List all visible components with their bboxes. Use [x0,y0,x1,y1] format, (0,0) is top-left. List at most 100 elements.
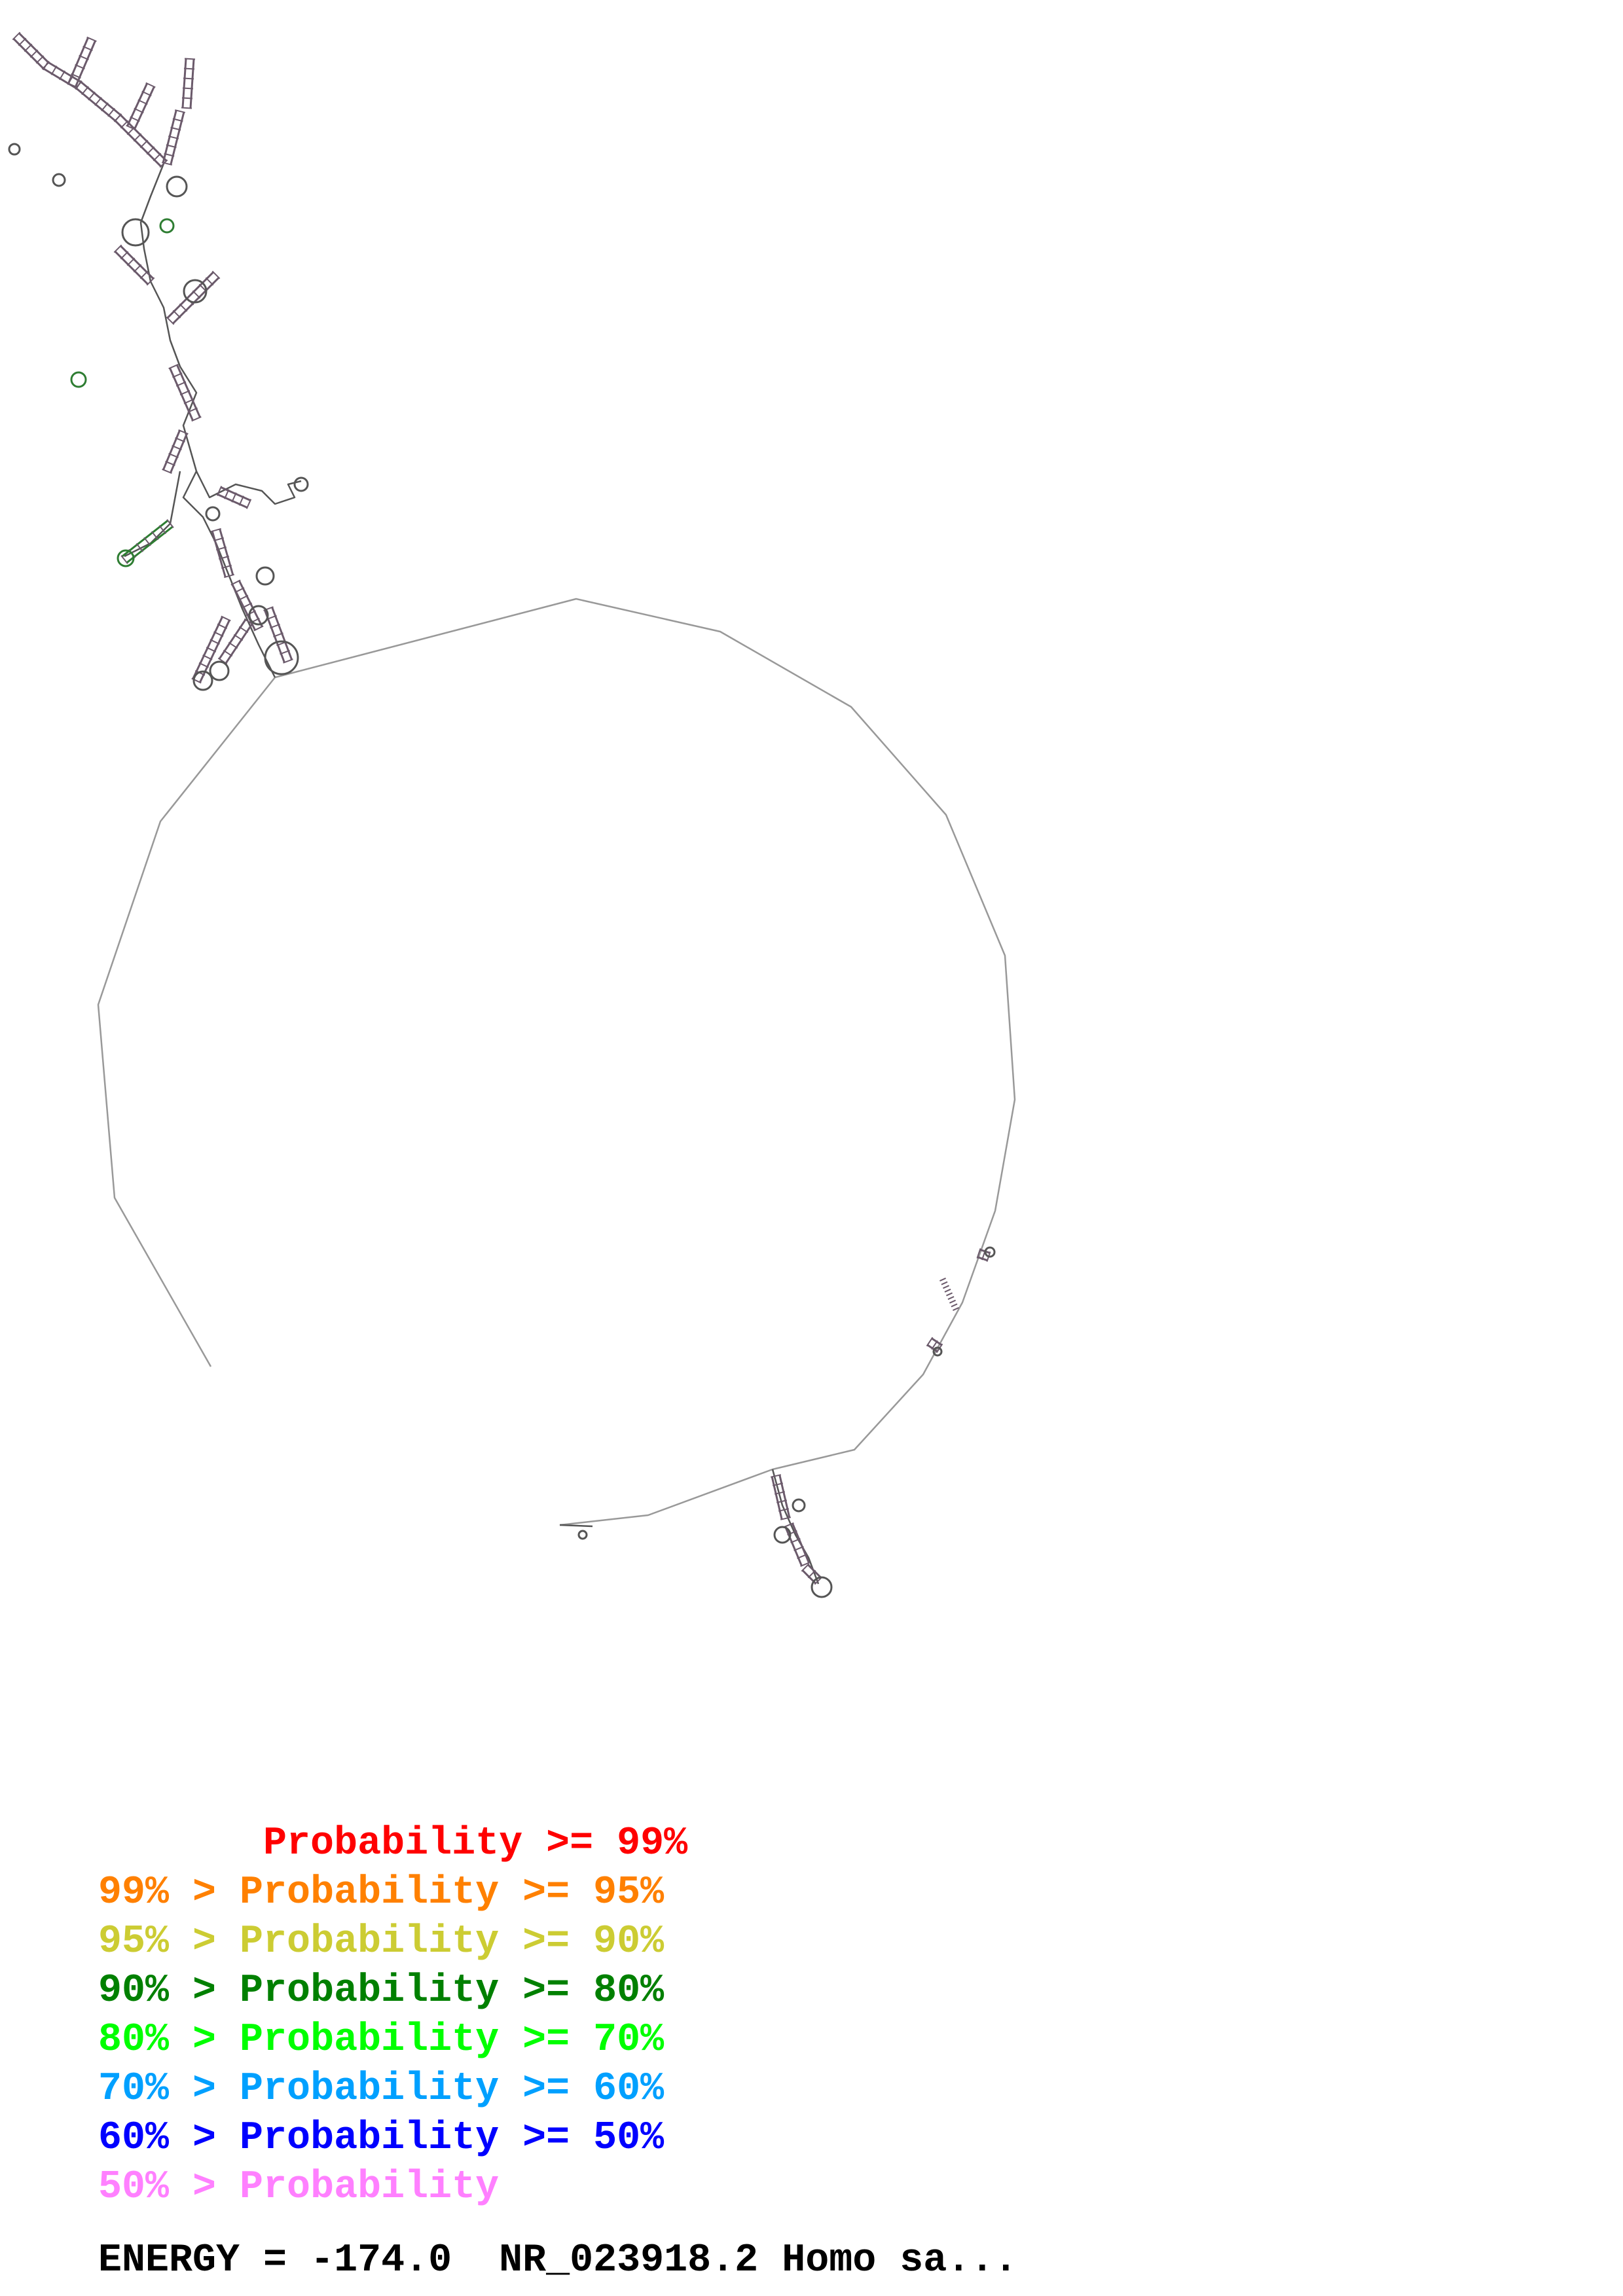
base-pair [219,555,229,560]
base-pair [246,499,252,509]
base-pair [161,162,173,166]
base-pair [944,1288,951,1293]
base-pair [130,116,140,122]
right-side-hairpins [926,1246,996,1357]
base-pair [283,658,293,664]
base-pair [191,416,202,422]
backbone-ring [97,598,1016,1526]
legend-row: 80% > Probability >= 70% [98,2016,687,2065]
hairpin-loop [166,175,188,198]
hairpin-loop [121,218,150,247]
base-pair [41,61,50,70]
base-pair [101,102,109,112]
helix-strand [189,59,195,109]
base-pair [238,495,244,506]
base-pair [230,579,241,586]
helix-strand [114,251,149,285]
base-pair [198,662,209,668]
base-pair [174,109,186,113]
base-pair [146,277,155,286]
base-pair [221,615,231,622]
legend-row: 60% > Probability >= 50% [98,2114,687,2163]
base-pair [774,1491,786,1495]
stem-backbone [559,1524,593,1528]
stem-backbone [182,470,302,678]
hairpin-loop [117,549,135,567]
base-pair [778,1508,790,1512]
base-pair [228,641,238,649]
base-pair [166,519,174,528]
rna-secondary-structure [8,31,1016,1598]
base-pair [202,655,213,660]
base-pair [213,537,224,542]
base-pair [133,264,142,273]
base-pair [946,1292,953,1297]
hairpin-loop [192,670,213,691]
helix-strand [218,619,247,660]
base-pair [126,124,136,131]
base-pair [181,107,192,109]
base-pair [183,67,195,70]
base-pair [158,525,167,535]
base-pair [35,55,45,64]
top-left-stem-loop-cluster [8,31,309,691]
base-pair [184,58,196,60]
helix-strand [12,38,44,69]
base-pair [223,649,233,657]
hairpin-loop [792,1498,806,1513]
base-pair [178,429,189,435]
hairpin-loop [209,660,230,681]
base-pair [59,70,65,81]
base-pair [238,594,249,601]
helix-strand [170,433,188,473]
helix-strand [162,430,181,471]
base-pair [939,1278,946,1282]
base-pair [206,647,217,653]
energy-value: -174.0 [310,2238,452,2283]
base-pair [976,1248,981,1259]
hairpin-loop [248,605,269,626]
backbone [274,598,1016,1526]
hairpin-loop [984,1246,996,1258]
base-pair [790,1538,801,1543]
base-pair [113,244,122,253]
base-pair [172,445,182,450]
base-pair [172,118,183,122]
legend-range-label: Probability [240,2165,500,2210]
legend-range-prefix: 95% > [98,1920,240,1964]
helix-strand [67,37,89,84]
helix-strand [771,1477,783,1520]
helix-strand [75,40,96,87]
legend-range-prefix: 60% > [98,2116,240,2161]
base-pair [943,1285,949,1289]
base-pair [120,120,129,129]
base-pair [213,631,224,637]
legend-range-label: Probability >= 60% [240,2067,665,2111]
base-pair [12,31,21,41]
base-pair [246,610,256,617]
legend-row: Probability >= 99% [98,1820,687,1869]
legend-row: 50% > Probability [98,2163,687,2212]
base-pair [941,1281,948,1285]
hairpin-loop [8,143,21,156]
base-pair [120,251,129,260]
base-pair [172,310,181,319]
base-pair [146,146,155,155]
base-pair [137,99,148,105]
hairpin-loop [293,476,309,492]
legend-range-label: Probability >= 90% [240,1920,665,1964]
base-pair [153,152,162,162]
base-pair [776,1499,788,1503]
base-pair [136,543,144,552]
base-pair [168,135,179,139]
base-pair [134,107,144,114]
legend-range-label: Probability >= 80% [240,1969,665,2013]
base-pair [107,107,115,117]
hairpin-loop [577,1530,588,1540]
base-pair [234,587,245,594]
base-pair [211,270,221,279]
legend-range-label: Probability >= 99% [263,1821,688,1866]
legend-row: 90% > Probability >= 80% [98,1967,687,2016]
base-pair [217,623,228,630]
base-pair [172,372,183,378]
